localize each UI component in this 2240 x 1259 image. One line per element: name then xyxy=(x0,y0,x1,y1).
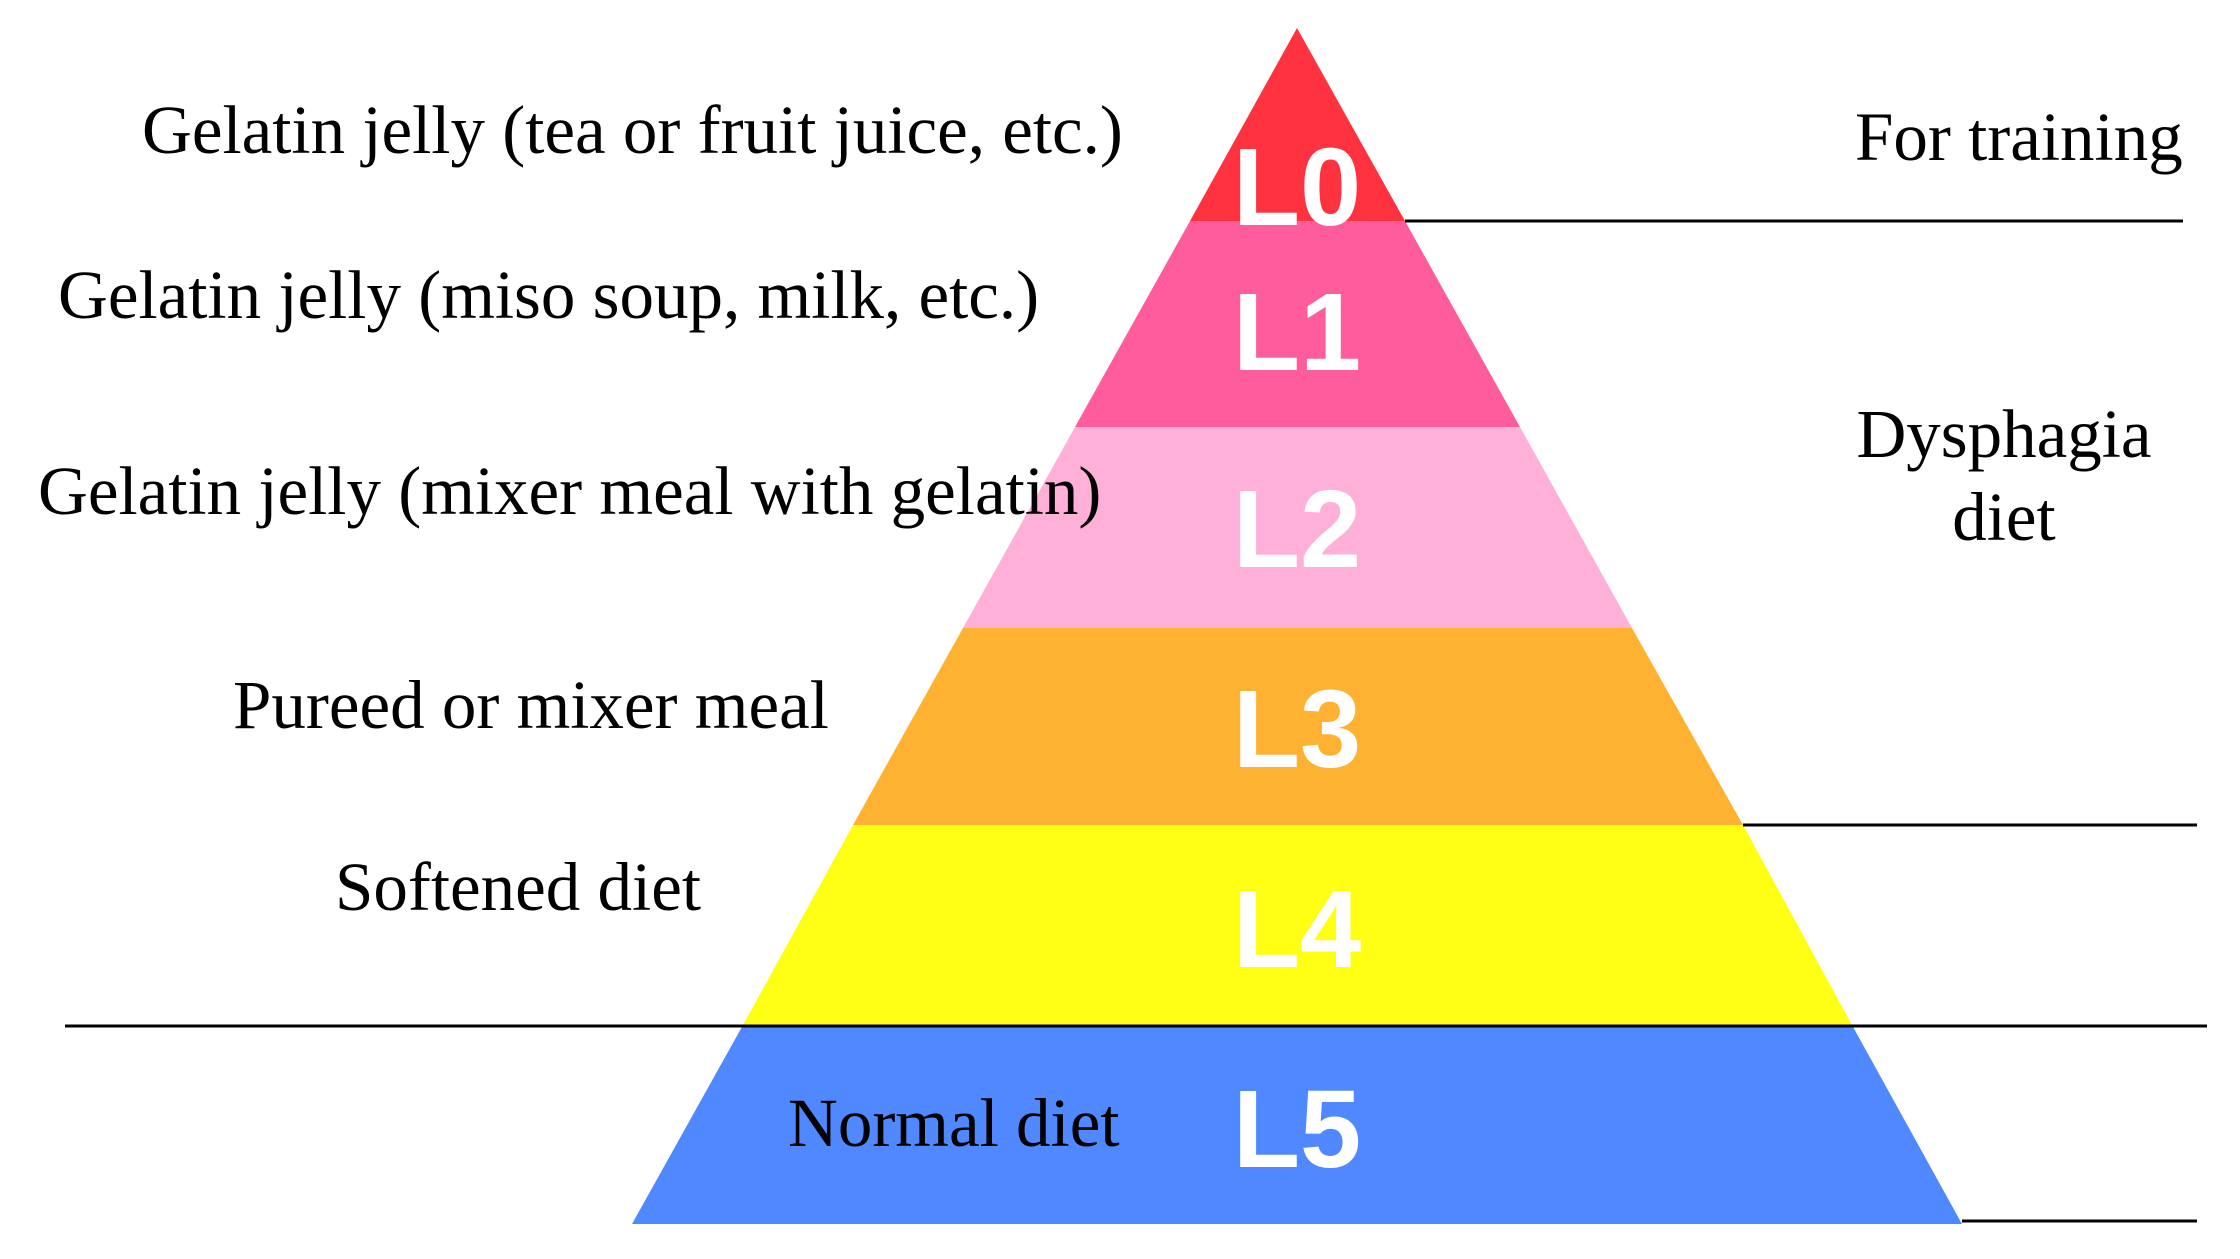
level-code-l5: L5 xyxy=(1233,1068,1361,1191)
tier-l0 xyxy=(1190,28,1405,221)
tier-l1 xyxy=(1075,221,1520,427)
tier-l5 xyxy=(632,1025,1962,1224)
pyramid xyxy=(632,28,1962,1224)
level-code-l4: L4 xyxy=(1233,868,1361,991)
description-l5: Normal diet xyxy=(788,1085,1120,1161)
category-labels: For training Dysphagia diet xyxy=(1855,99,2183,555)
tier-l3 xyxy=(853,628,1743,825)
level-codes: L0 L1 L2 L3 L4 L5 xyxy=(1233,126,1361,1191)
description-l0: Gelatin jelly (tea or fruit juice, etc.) xyxy=(142,92,1123,168)
description-l1: Gelatin jelly (miso soup, milk, etc.) xyxy=(58,257,1039,333)
tier-l2 xyxy=(963,427,1632,628)
description-l2: Gelatin jelly (mixer meal with gelatin) xyxy=(38,453,1101,529)
level-descriptions: Gelatin jelly (tea or fruit juice, etc.)… xyxy=(38,92,1123,1161)
category-dysphagia-line2: diet xyxy=(1952,479,2055,555)
dividers xyxy=(65,219,2207,1223)
tier-l4 xyxy=(743,825,1852,1025)
level-code-l2: L2 xyxy=(1233,468,1361,591)
level-code-l0: L0 xyxy=(1233,126,1361,249)
description-l4: Softened diet xyxy=(335,849,701,925)
level-code-l1: L1 xyxy=(1233,271,1361,394)
level-code-l3: L3 xyxy=(1233,668,1361,791)
description-l3: Pureed or mixer meal xyxy=(233,667,829,743)
category-training: For training xyxy=(1855,99,2183,175)
category-dysphagia-line1: Dysphagia xyxy=(1856,396,2151,472)
